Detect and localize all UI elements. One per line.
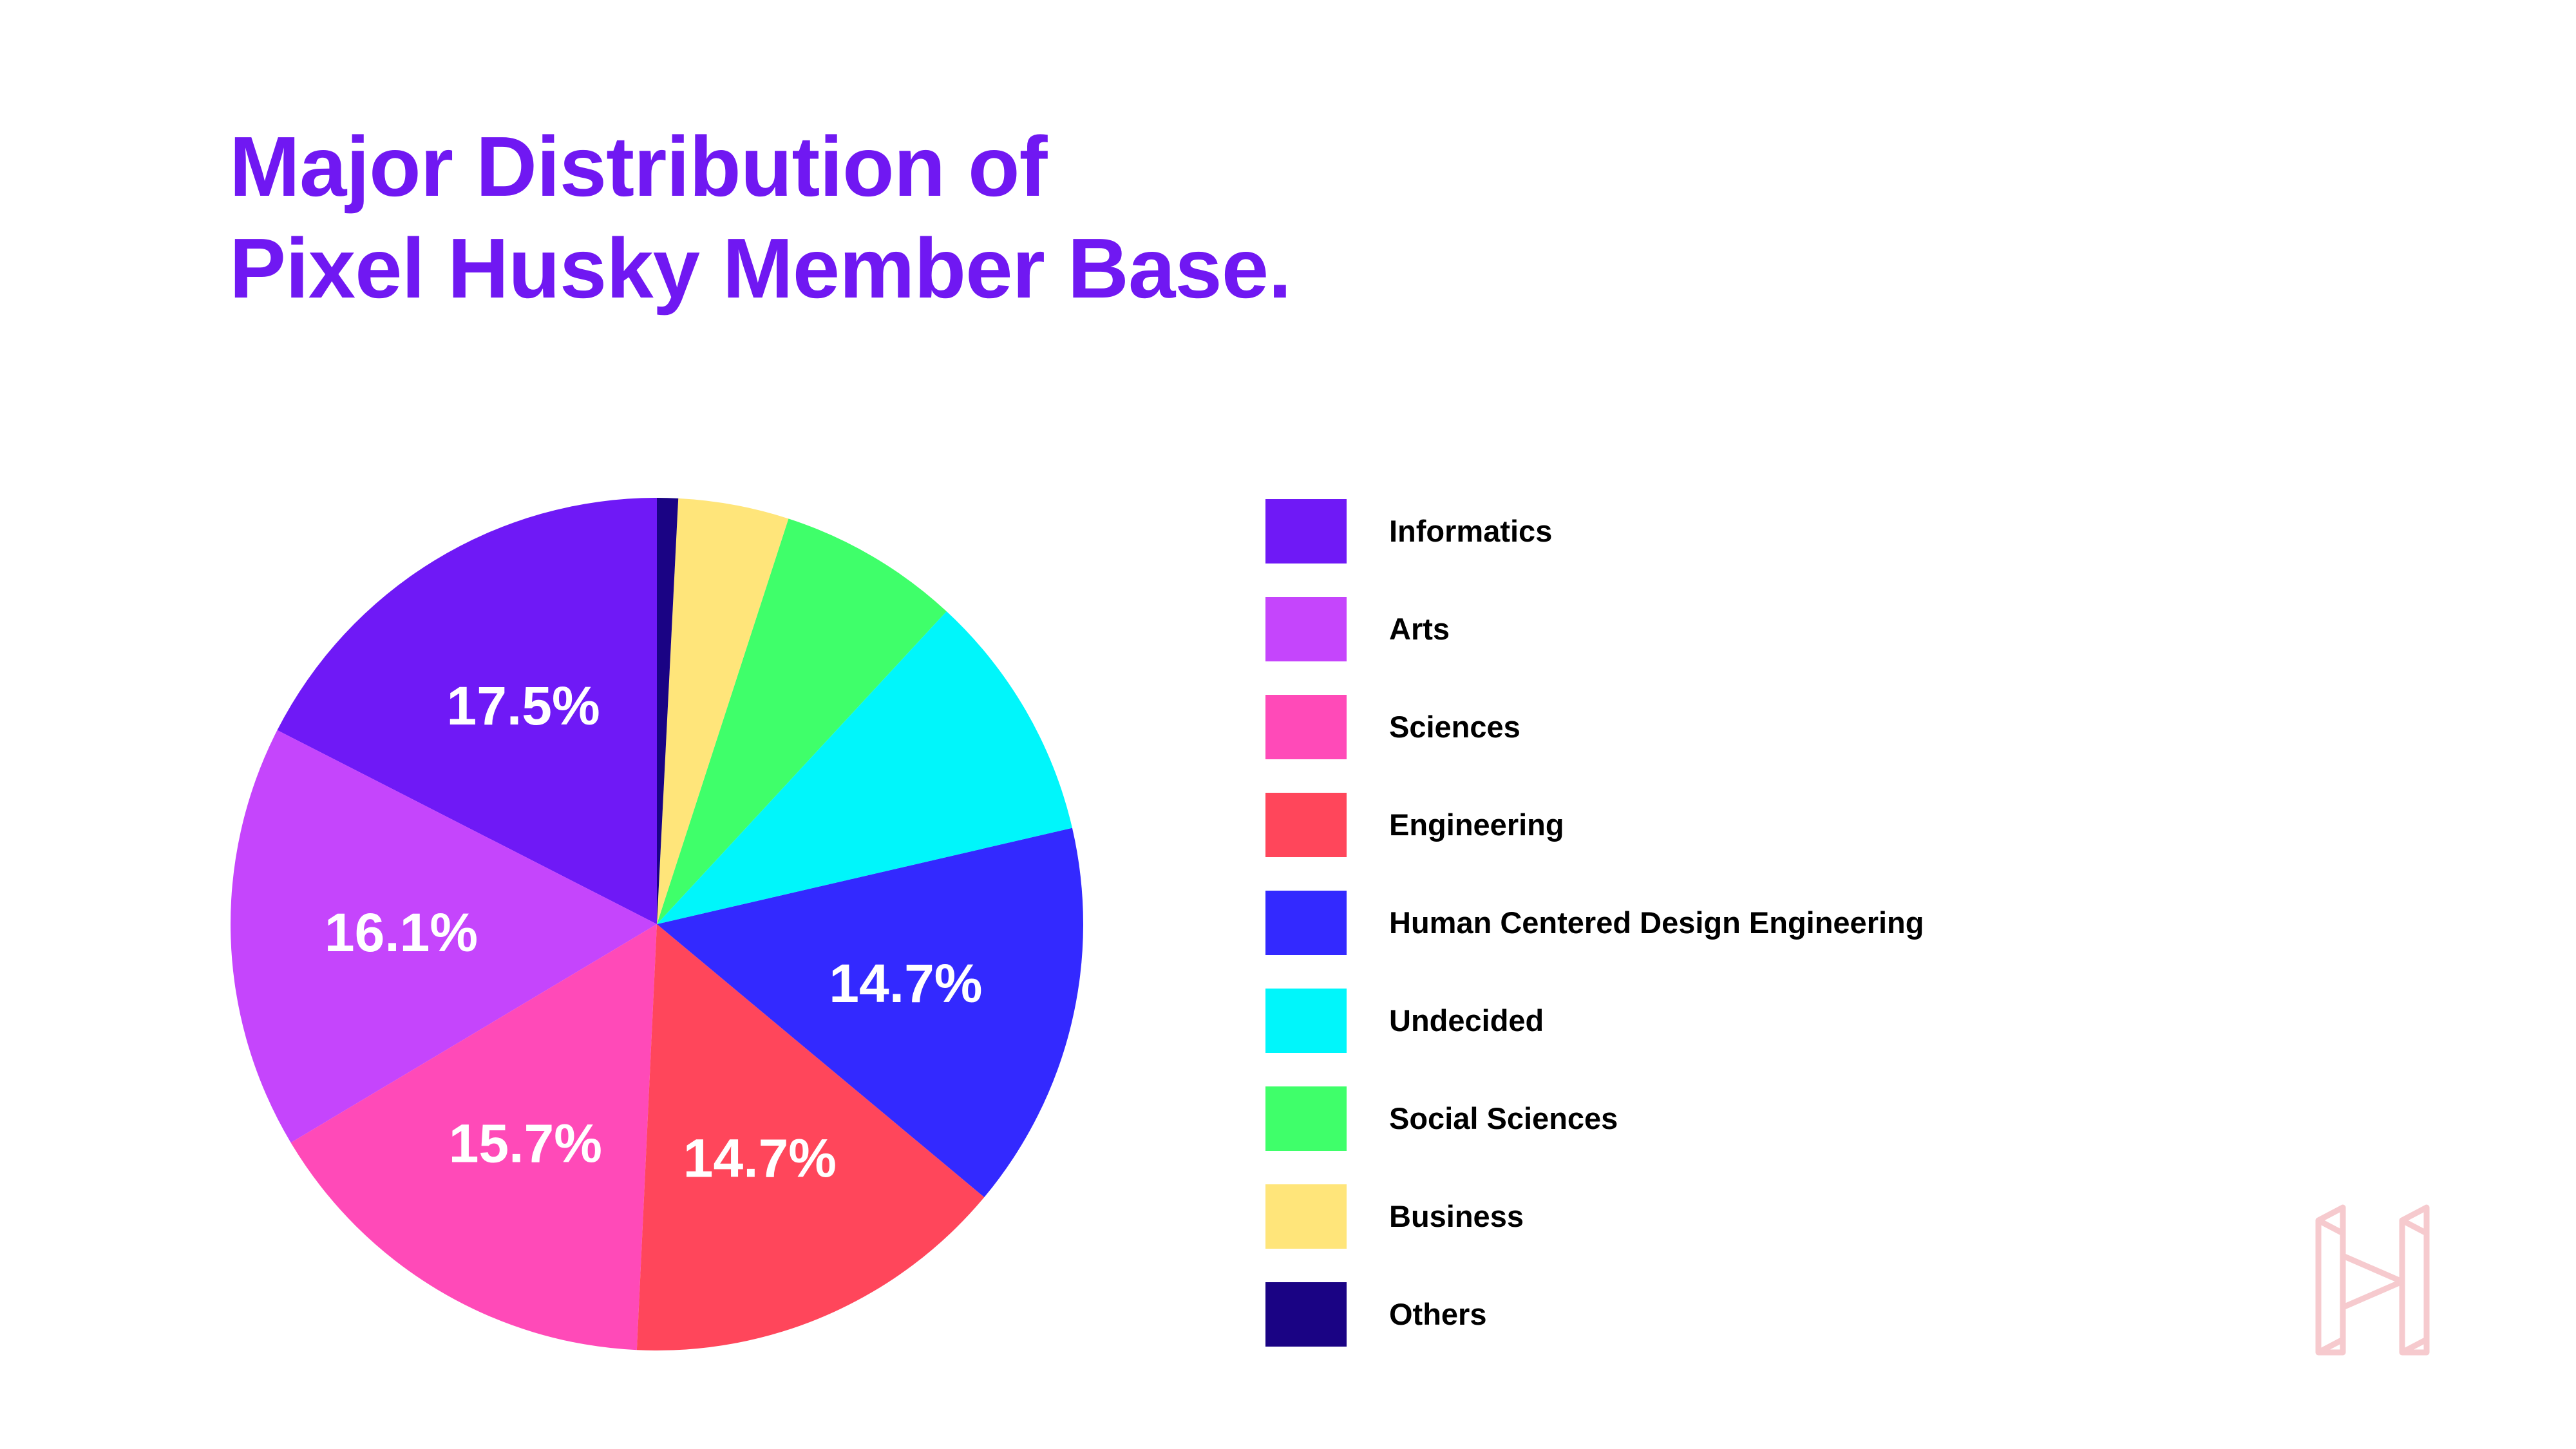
pie-slice-social-sciences (657, 518, 947, 924)
legend-label: Engineering (1389, 808, 1564, 842)
legend-label: Others (1389, 1297, 1487, 1331)
pixel-husky-logo-icon (2315, 1204, 2430, 1356)
legend-item: Social Sciences (1265, 1086, 2167, 1151)
legend-label: Sciences (1389, 710, 1520, 744)
slice-label-human-centered-design-engineering: 14.7% (829, 953, 982, 1014)
chart-title-line-1: Major Distribution of (229, 119, 1048, 214)
legend-item: Informatics (1265, 499, 2167, 564)
pie-slices (230, 498, 1084, 1351)
legend-swatch (1265, 597, 1347, 661)
pie-slice-others (657, 498, 679, 924)
legend-swatch (1265, 499, 1347, 564)
legend-item: Undecided (1265, 989, 2167, 1053)
pie-slice-engineering (636, 924, 985, 1351)
legend-item: Business (1265, 1184, 2167, 1249)
legend-item: Arts (1265, 597, 2167, 661)
pie-slice-informatics (277, 498, 658, 924)
pie-slice-human-centered-design-engineering (657, 828, 1084, 1198)
legend-item: Human Centered Design Engineering (1265, 891, 2167, 955)
legend-label: Undecided (1389, 1003, 1544, 1037)
legend-swatch (1265, 695, 1347, 759)
legend-label: Human Centered Design Engineering (1389, 905, 1924, 940)
pie-slice-arts (230, 730, 657, 1143)
legend-item: Others (1265, 1282, 2167, 1347)
pie-slice-sciences (290, 924, 658, 1350)
chart-title-line-2: Pixel Husky Member Base. (229, 221, 1292, 316)
legend-swatch (1265, 1282, 1347, 1347)
legend-label: Informatics (1389, 514, 1553, 548)
legend-swatch (1265, 793, 1347, 857)
slice-label-engineering: 14.7% (683, 1128, 837, 1189)
legend-item: Sciences (1265, 695, 2167, 759)
pie-labels: 17.5% 16.1% 15.7% 14.7% 14.7% (325, 676, 983, 1188)
legend-swatch (1265, 1086, 1347, 1151)
legend-item: Engineering (1265, 793, 2167, 857)
legend-label: Business (1389, 1199, 1524, 1233)
slice-label-sciences: 15.7% (449, 1113, 602, 1174)
pie-slice-undecided (657, 611, 1072, 924)
legend-swatch (1265, 989, 1347, 1053)
slice-label-informatics: 17.5% (447, 676, 600, 736)
legend-swatch (1265, 1184, 1347, 1249)
slice-label-arts: 16.1% (325, 902, 478, 963)
pie-slice-business (657, 498, 789, 924)
legend-swatch (1265, 891, 1347, 955)
chart-title: Major Distribution of Pixel Husky Member… (229, 116, 1292, 319)
legend-label: Social Sciences (1389, 1101, 1618, 1135)
legend-label: Arts (1389, 612, 1450, 646)
